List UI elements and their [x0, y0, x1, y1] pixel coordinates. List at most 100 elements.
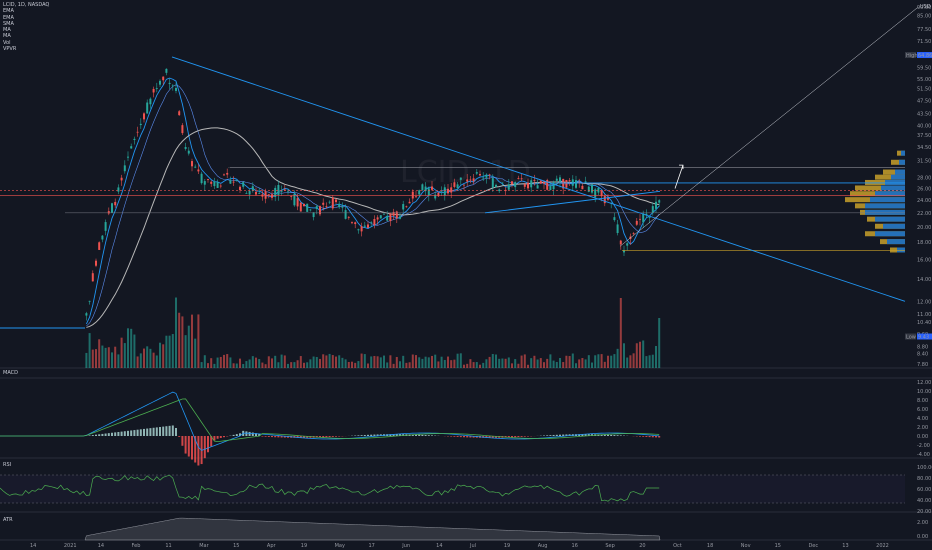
rsi-panel: 100.00 80.00 60.00 40.00 20.00 — [0, 465, 932, 515]
macd-histogram-bar — [299, 436, 302, 438]
volume-bar — [146, 346, 149, 368]
time-tick-label: 13 — [842, 543, 848, 549]
vpvr-bar-up — [901, 150, 905, 156]
volume-bar — [485, 359, 488, 368]
macd-histogram-bar — [610, 434, 613, 436]
volume-bar — [107, 347, 110, 368]
time-tick-label: Jul — [469, 543, 476, 549]
legend-indicator[interactable]: MA — [3, 33, 11, 40]
macd-histogram-bar — [472, 436, 475, 438]
volume-bar — [555, 361, 558, 368]
volume-bar — [405, 362, 408, 368]
volume-bar — [530, 358, 533, 368]
macd-histogram-bar — [194, 436, 197, 463]
candle-body — [248, 190, 251, 195]
volume-bar — [447, 356, 449, 368]
volume-bar — [309, 359, 312, 368]
legend-indicator[interactable]: MA — [3, 27, 11, 34]
volume-bar — [629, 355, 632, 368]
candle-body — [306, 203, 309, 212]
volume-bar — [568, 356, 571, 368]
candle-body — [152, 88, 155, 93]
volume-bar — [514, 359, 517, 368]
volume-bar — [293, 362, 296, 368]
candle-body — [616, 224, 619, 233]
legend-indicator[interactable]: Vol — [3, 39, 11, 46]
macd-histogram-bar — [210, 436, 213, 447]
volume-bar — [184, 335, 187, 368]
macd-histogram-bar — [277, 436, 280, 438]
rsi-line — [0, 474, 660, 502]
macd-histogram-bar — [331, 436, 334, 437]
candle-body — [360, 226, 363, 232]
macd-histogram-bar — [213, 436, 216, 441]
vpvr-bar-up — [897, 247, 905, 253]
price-tick-label: 34.50 — [917, 145, 931, 151]
legend-indicator[interactable]: EMA — [3, 14, 14, 21]
trendline-drawings — [0, 7, 919, 302]
legend-indicator[interactable]: VPVR — [3, 46, 17, 53]
volume-bar — [498, 358, 501, 368]
rsi-tick-label: 60.00 — [917, 487, 931, 493]
volume-bar — [328, 353, 331, 368]
atr-tick-label: 2.00 — [917, 520, 928, 526]
macd-tick-label: 10.00 — [917, 389, 931, 395]
time-tick-label: Mar — [199, 543, 209, 549]
macd-histogram-bar — [114, 432, 117, 436]
vpvr-bar-up — [865, 203, 905, 209]
candle-body — [111, 203, 113, 213]
volume-bar — [616, 348, 619, 368]
candle-body — [277, 184, 280, 196]
time-tick-label: 19 — [504, 543, 510, 549]
volume-bar — [159, 342, 161, 368]
macd-histogram-bar — [370, 434, 373, 436]
candle-body — [533, 179, 536, 181]
volume-bar — [427, 357, 430, 368]
macd-histogram-bar — [203, 436, 206, 459]
signal-line — [0, 398, 660, 443]
macd-histogram-bar — [514, 436, 517, 438]
volume-bar — [258, 359, 261, 368]
volume-bar — [575, 363, 577, 368]
vpvr-bar-up — [875, 231, 905, 237]
candle-body — [642, 213, 645, 223]
candle-body — [181, 125, 184, 134]
price-tick-label: 8.80 — [917, 345, 928, 351]
legend-indicator[interactable]: EMA — [3, 8, 14, 15]
candle-body — [331, 197, 334, 209]
candle-body — [408, 201, 411, 204]
price-tick-label: 24.00 — [917, 198, 931, 204]
macd-histogram-bar — [219, 436, 222, 438]
volume-bar — [418, 357, 421, 368]
volume-bar — [600, 354, 603, 368]
volume-bar — [402, 355, 405, 368]
volume-bar — [274, 355, 277, 368]
macd-histogram-bar — [411, 434, 414, 436]
price-tick-label: 59.50 — [917, 66, 931, 72]
volume-bar — [581, 358, 584, 368]
macd-histogram-bar — [616, 435, 619, 436]
candle-body — [501, 182, 504, 184]
candle-body — [568, 180, 571, 181]
volume-bar — [200, 362, 203, 368]
volume-bar — [235, 363, 238, 368]
macd-histogram-bar — [133, 430, 136, 436]
price-tick-label: 47.50 — [917, 98, 931, 104]
macd-histogram-bar — [296, 436, 299, 438]
candle-body — [255, 191, 257, 195]
legend-indicator[interactable]: SMA — [3, 20, 14, 27]
price-tick-label: 85.00 — [917, 14, 931, 20]
candle-body — [101, 235, 104, 240]
volume-bar — [658, 318, 661, 368]
macd-histogram-bar — [568, 434, 571, 436]
macd-histogram-bar — [485, 436, 488, 438]
macd-tick-label: 4.00 — [917, 416, 928, 422]
candle-body — [655, 201, 657, 209]
volume-bar — [287, 363, 289, 368]
vpvr-bar-up — [883, 223, 905, 229]
volume-bar — [344, 359, 347, 368]
macd-histogram-bar — [165, 426, 168, 436]
volume-bar — [341, 357, 344, 368]
volume-bar — [527, 364, 529, 368]
